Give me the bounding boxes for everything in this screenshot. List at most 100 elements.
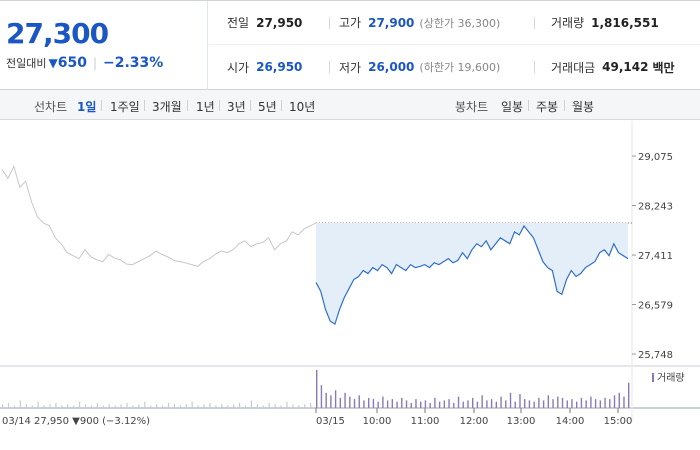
- tab-3month[interactable]: 3개월: [152, 100, 182, 114]
- volume-bar-current: [557, 396, 559, 408]
- volume-bar-previous: [262, 405, 264, 408]
- y-tick-label: 29,075: [638, 152, 673, 163]
- volume-bar-previous: [185, 404, 187, 408]
- y-tick-label: 27,411: [638, 251, 673, 262]
- time-tick-label: 13:00: [507, 416, 536, 427]
- volume-bar-current: [410, 402, 412, 408]
- volume-bar-current: [401, 397, 403, 408]
- tab-5year[interactable]: 5년: [258, 100, 277, 114]
- current-session-area: [316, 222, 628, 325]
- change-label: 전일대비: [6, 57, 47, 70]
- volume-bar-current: [500, 396, 502, 408]
- volume-bar-current: [472, 397, 474, 408]
- volume-bar-current: [519, 394, 521, 408]
- volume-bar-current: [334, 390, 337, 408]
- volume-bar-current: [599, 400, 602, 408]
- low-value: 26,000: [368, 60, 415, 74]
- volume-bar-current: [528, 400, 531, 408]
- volume-bar-current: [618, 392, 620, 408]
- volume-bar-current: [481, 395, 483, 408]
- time-tick-label: 11:00: [411, 416, 440, 427]
- volume-bar-current: [382, 396, 384, 408]
- info-divider: [534, 61, 535, 73]
- volume-bar-previous: [156, 404, 158, 408]
- down-triangle-icon: ▼: [48, 56, 58, 70]
- volume-bar-previous: [256, 404, 258, 408]
- time-tick-label: 10:00: [363, 416, 392, 427]
- tab-weekly-candle[interactable]: 주봉: [536, 100, 559, 114]
- volume-cell: 거래량 1,816,551: [551, 1, 659, 44]
- volume-bar-current: [377, 401, 379, 408]
- quote-summary: 27,300 전일대비 ▼ 650 | −2.33% 전일 27,950 고가 …: [0, 0, 700, 90]
- volume-bar-current: [453, 402, 455, 408]
- volume-bar-previous: [286, 401, 288, 408]
- time-tick-label: 12:00: [460, 416, 489, 427]
- tab-1week[interactable]: 1주일: [110, 100, 140, 114]
- change-separator: |: [92, 56, 97, 70]
- info-row-1: 전일 27,950 고가 27,900 (상한가 36,300) 거래량 1,8…: [209, 1, 700, 45]
- volume-bar-current: [490, 399, 493, 408]
- previous-session-line: [1, 165, 317, 267]
- tab-10year[interactable]: 10년: [289, 100, 316, 114]
- volume-bar-current: [405, 400, 408, 408]
- tab-divider: [528, 100, 529, 111]
- volume-bar-current: [542, 400, 545, 408]
- tab-daily-candle[interactable]: 일봉: [501, 100, 524, 114]
- volume-bar-previous: [37, 401, 39, 408]
- volume-bar-current: [353, 399, 356, 408]
- volume-bar-current: [509, 392, 512, 408]
- label-layer: 29,075 28,243 27,411 26,579 25,748 거래량 03/14 27…: [2, 152, 685, 427]
- volume-bar-previous: [238, 402, 241, 408]
- amount-value: 49,142: [602, 60, 649, 74]
- volume-bar-previous: [79, 401, 81, 408]
- volume-bar-previous: [7, 402, 10, 408]
- volume-bar-previous: [120, 404, 122, 408]
- volume-bar-previous: [215, 405, 217, 408]
- volume-bar-current: [594, 399, 597, 408]
- volume-bar-current: [429, 402, 431, 408]
- volume-bar-current: [533, 401, 535, 408]
- volume-bar-current: [623, 396, 625, 408]
- tab-monthly-candle[interactable]: 월봉: [572, 100, 595, 114]
- volume-bar-current: [358, 395, 360, 408]
- tab-1year[interactable]: 1년: [196, 100, 215, 114]
- volume-bar-current: [457, 396, 460, 408]
- volume-bar-previous: [292, 404, 294, 408]
- tab-divider: [250, 100, 251, 111]
- volume-bar-current: [391, 399, 394, 408]
- volume-bar-previous: [96, 402, 98, 408]
- open-cell: 시가 26,950: [227, 45, 302, 89]
- volume-bar-current: [316, 370, 318, 408]
- volume-bar-previous: [31, 405, 33, 408]
- volume-bar-previous: [61, 405, 63, 408]
- prev-close-value: 27,950: [256, 15, 303, 30]
- volume-bar-previous: [268, 402, 270, 408]
- volume-bar-previous: [144, 401, 146, 408]
- volume-bar-current: [386, 400, 389, 408]
- amount-unit: 백만: [652, 60, 675, 75]
- volume-bar-current: [561, 397, 564, 408]
- volume-bar-current: [448, 399, 450, 408]
- tab-3year[interactable]: 3년: [227, 100, 246, 114]
- volume-bar-current: [396, 401, 398, 408]
- prev-close-cell: 전일 27,950: [227, 1, 302, 44]
- volume-bar-previous: [132, 405, 134, 408]
- volume-bar-current: [547, 395, 550, 408]
- tab-divider: [101, 100, 102, 111]
- volume-bar-current: [467, 400, 469, 408]
- prev-session-summary: 27,950 ▼900 (−3.12%): [34, 416, 150, 427]
- volume-bar-previous: [203, 404, 205, 408]
- volume-bar-current: [434, 397, 436, 408]
- price-box: 27,300 전일대비 ▼ 650 | −2.33%: [0, 1, 208, 90]
- chart-tabs: 선차트 1일 1주일 3개월 1년 3년 5년 10년 봉차트 일봉 주봉 월봉: [0, 90, 700, 120]
- change-value: 650: [57, 55, 87, 71]
- tab-1day[interactable]: 1일: [77, 100, 97, 114]
- amount-cell: 거래대금 49,142 백만: [551, 45, 675, 89]
- volume-bar-current: [476, 401, 479, 408]
- info-row-2: 시가 26,950 저가 26,000 (하한가 19,600) 거래대금 49…: [209, 45, 700, 89]
- y-tick-label: 26,579: [638, 301, 673, 312]
- y-tick-label: 28,243: [638, 202, 673, 213]
- high-label: 고가: [339, 16, 362, 30]
- time-tick-label: 14:00: [556, 416, 585, 427]
- volume-bar-previous: [84, 404, 87, 408]
